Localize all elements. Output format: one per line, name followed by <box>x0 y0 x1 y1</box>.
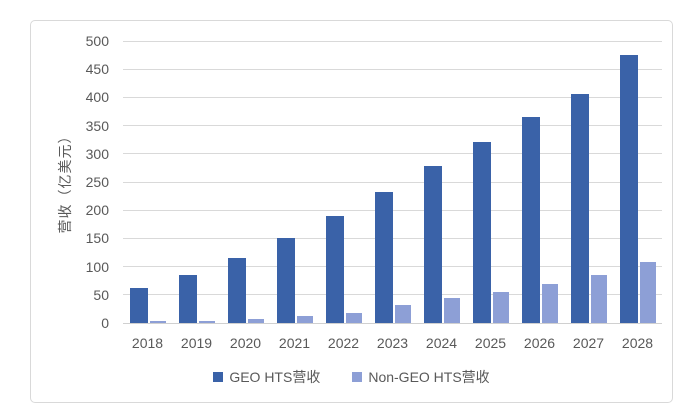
x-axis-labels: 2018 2019 2020 2021 2022 2023 2024 2025 2026 2027… <box>123 335 662 351</box>
x-label-2027: 2027 <box>572 335 605 351</box>
x-label-2022: 2022 <box>327 335 360 351</box>
legend-label-nongeo: Non-GEO HTS营收 <box>368 369 490 385</box>
gridline-300 <box>123 153 662 155</box>
legend-item-nongeo: Non-GEO HTS营收 <box>352 367 490 387</box>
gridline-250 <box>123 181 662 183</box>
gridline-500 <box>123 40 662 42</box>
legend-item-geo: GEO HTS营收 <box>213 367 320 387</box>
bar-geo-2021 <box>276 237 295 323</box>
y-tick-300: 300 <box>85 145 109 162</box>
bar-nongeo-2023 <box>394 304 411 323</box>
x-label-2018: 2018 <box>131 335 164 351</box>
x-label-2023: 2023 <box>376 335 409 351</box>
bar-group-2022 <box>319 41 368 323</box>
bar-geo-2025 <box>472 141 491 323</box>
bar-group-2024 <box>417 41 466 323</box>
y-tick-100: 100 <box>85 258 109 275</box>
bar-geo-2019 <box>178 275 197 323</box>
x-label-2024: 2024 <box>425 335 458 351</box>
bar-geo-2028 <box>619 55 638 323</box>
bar-geo-2022 <box>325 216 344 323</box>
gridline-100 <box>123 266 662 268</box>
bar-groups <box>123 41 662 323</box>
bar-group-2026 <box>515 41 564 323</box>
y-tick-400: 400 <box>85 89 109 106</box>
plot-area <box>123 40 662 324</box>
bar-nongeo-2022 <box>345 312 362 323</box>
y-tick-50: 50 <box>93 286 109 303</box>
x-label-2021: 2021 <box>278 335 311 351</box>
bar-group-2019 <box>172 41 221 323</box>
legend-label-geo: GEO HTS营收 <box>229 369 321 385</box>
y-tick-250: 250 <box>85 174 109 190</box>
bar-geo-2027 <box>570 94 589 323</box>
bar-group-2020 <box>221 41 270 323</box>
geo-series-swatch-icon <box>213 372 224 382</box>
bar-nongeo-2021 <box>296 316 313 323</box>
x-label-2028: 2028 <box>621 335 654 351</box>
gridline-350 <box>123 125 662 127</box>
bar-nongeo-2027 <box>590 275 607 323</box>
x-label-2020: 2020 <box>229 335 262 351</box>
gridline-150 <box>123 237 662 239</box>
y-tick-0: 0 <box>101 315 109 331</box>
bar-geo-2023 <box>374 192 393 323</box>
x-label-2019: 2019 <box>180 335 213 351</box>
bar-geo-2018 <box>129 288 148 323</box>
y-tick-450: 450 <box>85 61 109 78</box>
y-tick-500: 500 <box>85 33 109 49</box>
x-label-2025: 2025 <box>474 335 507 351</box>
legend: GEO HTS营收 Non-GEO HTS营收 <box>31 367 672 387</box>
chart-frame: 营收（亿美元） 0 50 100 150 200 250 300 350 400 450 500 2… <box>30 20 673 403</box>
x-label-2026: 2026 <box>523 335 556 351</box>
bar-nongeo-2025 <box>492 291 509 323</box>
bar-nongeo-2024 <box>443 298 460 323</box>
gridline-400 <box>123 96 662 98</box>
bar-group-2025 <box>466 41 515 323</box>
bar-geo-2020 <box>227 257 246 323</box>
bar-nongeo-2026 <box>541 283 558 323</box>
y-tick-200: 200 <box>85 202 109 219</box>
bar-nongeo-2028 <box>639 261 656 323</box>
bar-group-2027 <box>564 41 613 323</box>
gridline-50 <box>123 294 662 296</box>
bar-nongeo-2018 <box>149 321 166 323</box>
bar-group-2028 <box>613 41 662 323</box>
bar-nongeo-2019 <box>198 320 215 323</box>
y-tick-150: 150 <box>85 230 109 247</box>
bar-geo-2026 <box>521 117 540 323</box>
bar-group-2021 <box>270 41 319 323</box>
bar-group-2023 <box>368 41 417 323</box>
bar-geo-2024 <box>423 166 442 323</box>
bar-nongeo-2020 <box>247 319 264 323</box>
y-tick-350: 350 <box>85 117 109 134</box>
gridline-200 <box>123 209 662 211</box>
bar-group-2018 <box>123 41 172 323</box>
gridline-450 <box>123 68 662 70</box>
nongeo-series-swatch-icon <box>352 372 363 382</box>
